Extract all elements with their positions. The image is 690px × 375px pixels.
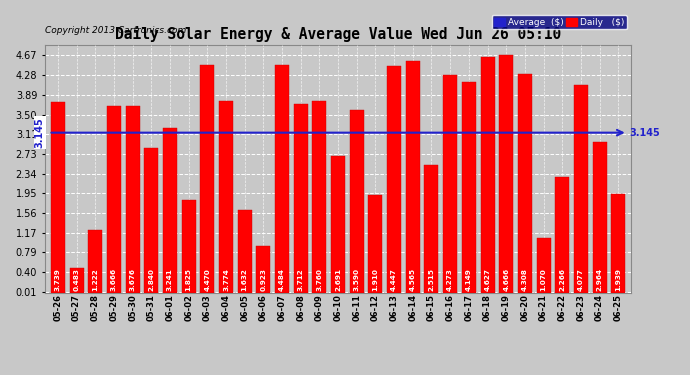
Bar [574,85,588,292]
Text: 0.483: 0.483 [74,268,79,291]
Bar [537,238,551,292]
Text: 1.939: 1.939 [615,268,621,291]
Text: 1.910: 1.910 [373,268,378,291]
Bar [443,75,457,292]
Text: 3.590: 3.590 [354,268,359,291]
Bar [499,56,513,292]
Bar [88,230,102,292]
Text: 4.484: 4.484 [279,268,285,291]
Bar [480,57,495,292]
Text: 1.825: 1.825 [186,268,192,291]
Text: 3.241: 3.241 [167,268,173,291]
Text: 3.145: 3.145 [629,128,660,138]
Text: 4.149: 4.149 [466,268,472,291]
Text: 3.739: 3.739 [55,268,61,291]
Text: 4.308: 4.308 [522,268,528,291]
Text: 3.774: 3.774 [223,268,229,291]
Text: 3.666: 3.666 [111,268,117,291]
Bar [126,106,139,292]
Legend: Average  ($), Daily   ($): Average ($), Daily ($) [491,15,627,29]
Text: 4.447: 4.447 [391,268,397,291]
Bar [424,165,439,292]
Bar [387,66,401,292]
Bar [555,177,569,292]
Text: 3.712: 3.712 [298,268,304,291]
Text: 2.691: 2.691 [335,268,341,291]
Bar [350,110,364,292]
Bar [368,195,382,292]
Bar [294,104,308,292]
Text: 4.077: 4.077 [578,268,584,291]
Text: 1.222: 1.222 [92,268,98,291]
Text: 3.145: 3.145 [35,117,45,148]
Bar [200,65,215,292]
Bar [219,101,233,292]
Text: 4.273: 4.273 [447,268,453,291]
Text: 0.923: 0.923 [260,268,266,291]
Bar [331,156,345,292]
Text: Copyright 2013 Cartronics.com: Copyright 2013 Cartronics.com [45,26,186,35]
Text: 2.964: 2.964 [597,268,602,291]
Bar [275,64,289,292]
Text: 4.470: 4.470 [204,268,210,291]
Bar [611,194,625,292]
Text: 2.266: 2.266 [559,268,565,291]
Bar [313,101,326,292]
Bar [462,82,476,292]
Text: 2.515: 2.515 [428,268,435,291]
Text: 4.565: 4.565 [410,268,416,291]
Bar [70,268,83,292]
Text: 1.070: 1.070 [540,268,546,291]
Bar [51,102,65,292]
Text: 4.666: 4.666 [503,268,509,291]
Text: 4.627: 4.627 [484,268,491,291]
Bar [257,246,270,292]
Text: 2.840: 2.840 [148,268,155,291]
Text: 3.676: 3.676 [130,268,136,291]
Bar [518,74,532,292]
Text: 3.760: 3.760 [317,268,322,291]
Bar [107,106,121,292]
Bar [406,60,420,292]
Text: 1.632: 1.632 [241,268,248,291]
Bar [163,128,177,292]
Bar [593,142,607,292]
Bar [181,200,196,292]
Bar [237,210,252,292]
Bar [144,148,158,292]
Title: Daily Solar Energy & Average Value Wed Jun 26 05:10: Daily Solar Energy & Average Value Wed J… [115,27,561,42]
